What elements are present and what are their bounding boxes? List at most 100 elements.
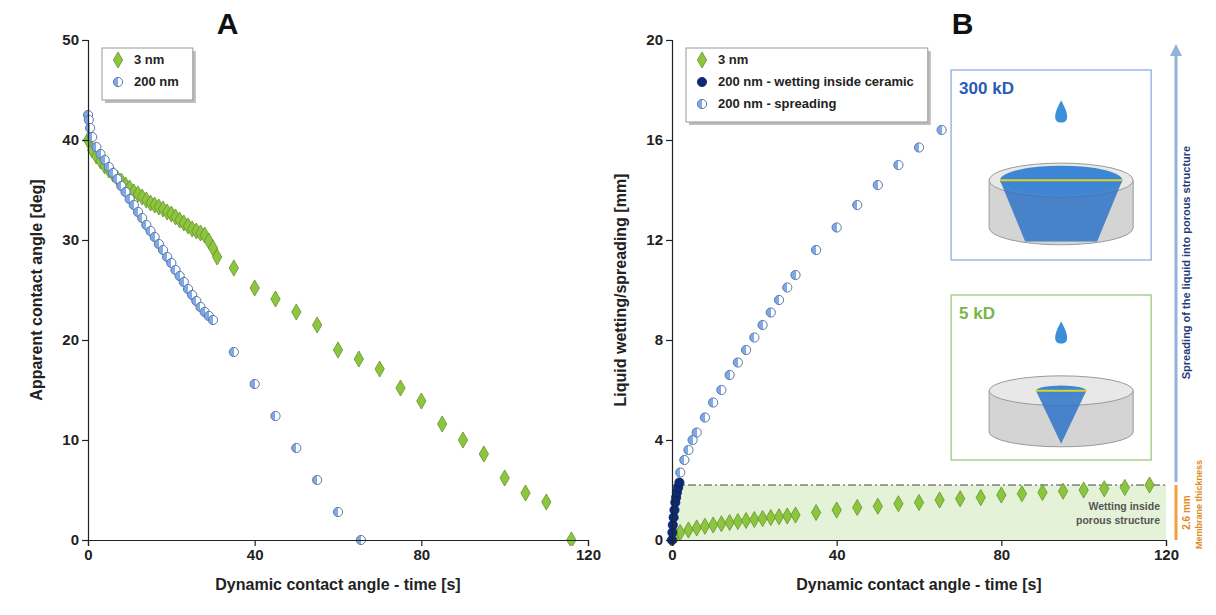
point	[914, 143, 923, 152]
x-axis-title: Dynamic contact angle - time [s]	[215, 576, 460, 593]
y-tick-group: 0	[71, 531, 88, 548]
y-tick	[82, 440, 88, 441]
legend-marker	[697, 52, 706, 68]
wetting-diameter	[1036, 390, 1086, 392]
legend-label: 3 nm	[134, 52, 164, 67]
x-tick-group: 40	[247, 540, 264, 563]
wetting-band	[672, 485, 1166, 540]
point	[733, 513, 742, 529]
y-axis-line	[666, 41, 673, 541]
y-tick-label: 16	[646, 131, 663, 148]
y-tick-label: 20	[646, 31, 663, 48]
y-tick-label: 0	[71, 531, 79, 548]
point	[937, 125, 946, 134]
point	[750, 511, 759, 527]
y-tick	[82, 540, 88, 541]
point	[680, 455, 689, 464]
legend: 3 nm 200 nm	[102, 48, 196, 103]
y-tick	[666, 240, 672, 241]
point	[313, 317, 322, 333]
series-2	[676, 125, 947, 477]
point	[396, 380, 405, 396]
y-tick-group: 20	[62, 331, 88, 348]
y-tick	[666, 540, 672, 541]
x-tick-group: 80	[413, 540, 430, 563]
inset-label: 300 kD	[959, 79, 1014, 98]
thickness-label: 2.6 mm	[1181, 495, 1192, 530]
point	[479, 446, 488, 462]
point	[997, 487, 1006, 503]
x-tick-group: 120	[576, 540, 601, 563]
x-axis-title: Dynamic contact angle - time [s]	[796, 576, 1041, 593]
point	[1079, 482, 1088, 498]
point	[333, 507, 342, 516]
point	[1038, 484, 1047, 500]
spreading-arrow	[1175, 54, 1178, 482]
legend-box	[686, 48, 928, 122]
point	[742, 345, 751, 354]
panel-1: 04080120048121620Dynamic contact angle -…	[612, 7, 1204, 593]
band-top-line	[672, 485, 1166, 486]
point	[853, 200, 862, 209]
point	[750, 333, 759, 342]
point	[229, 347, 238, 356]
point	[313, 475, 322, 484]
point	[700, 413, 709, 422]
point	[271, 291, 280, 307]
series-1	[83, 110, 365, 544]
panel-letter: B	[952, 7, 974, 40]
point	[956, 491, 965, 507]
plot-area	[667, 125, 1166, 546]
point	[271, 411, 280, 420]
y-axis-title: Apparent contact angle [deg]	[28, 179, 45, 400]
spreading-arrowhead	[1170, 44, 1182, 56]
inset: 300 kD	[951, 70, 1151, 260]
x-tick-label: 120	[1154, 546, 1179, 563]
spreading-label: Spreading of the liquid into porous stru…	[1180, 146, 1192, 379]
y-tick-label: 12	[646, 231, 663, 248]
point	[811, 245, 820, 254]
y-tick-group: 0	[655, 531, 672, 548]
drop	[1055, 100, 1067, 122]
point	[1017, 486, 1026, 502]
legend-marker	[113, 52, 122, 68]
x-tick-label: 40	[829, 546, 846, 563]
point	[417, 393, 426, 409]
drop	[1055, 321, 1067, 343]
panel-0: 0408012001020304050Dynamic contact angle…	[28, 7, 601, 593]
point	[700, 518, 709, 534]
y-tick-group: 4	[655, 431, 672, 448]
y-tick-label: 8	[655, 331, 663, 348]
legend-marker	[113, 77, 122, 86]
y-tick-group: 16	[646, 131, 672, 148]
y-tick	[666, 340, 672, 341]
y-tick-label: 50	[62, 31, 79, 48]
figure: 0408012001020304050Dynamic contact angle…	[0, 0, 1216, 615]
x-axis: 0 40 80 120	[84, 540, 601, 563]
series-0	[83, 132, 576, 546]
point	[791, 270, 800, 279]
point	[725, 514, 734, 530]
point	[717, 516, 726, 532]
point	[567, 532, 576, 546]
y-tick	[82, 340, 88, 341]
point	[1120, 479, 1129, 495]
legend-label: 200 nm - wetting inside ceramic	[718, 74, 914, 89]
y-tick-group: 30	[62, 231, 88, 248]
y-tick-label: 10	[62, 431, 79, 448]
point	[438, 416, 447, 432]
point	[250, 379, 259, 388]
y-axis-title: Liquid wetting/spreading [mm]	[612, 174, 629, 407]
thickness-note: Membrane thickness	[1194, 460, 1204, 549]
inset: 5 kD	[951, 295, 1151, 460]
y-tick-group: 50	[62, 31, 88, 48]
y-axis: 01020304050	[62, 31, 88, 548]
x-tick-label: 0	[84, 546, 92, 563]
point	[873, 498, 882, 514]
point	[774, 509, 783, 525]
point	[894, 496, 903, 512]
x-axis-line	[673, 541, 1167, 547]
point	[853, 499, 862, 515]
point	[333, 342, 342, 358]
legend-label: 200 nm	[134, 74, 179, 89]
